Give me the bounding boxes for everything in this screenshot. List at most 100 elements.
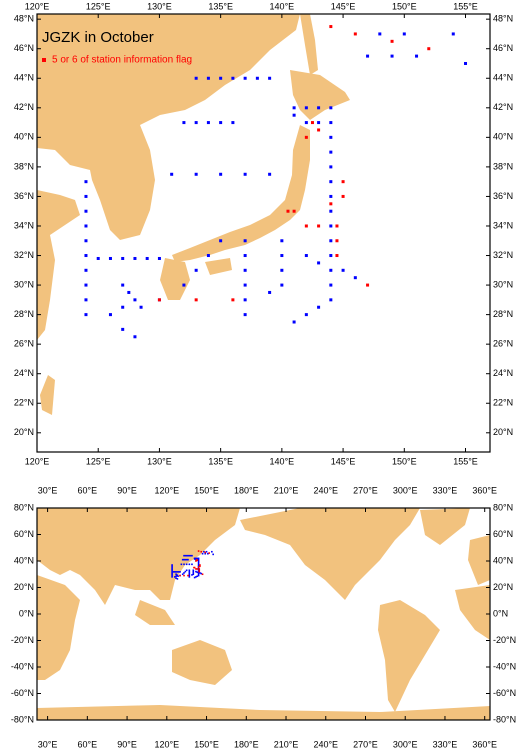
y-tick-label: 60°N [14,529,34,539]
y-tick-label: 34°N [493,220,513,230]
station [292,209,296,213]
x-tick-label: 150°E [392,456,417,466]
x-tick-label: 155°E [453,456,478,466]
station [145,256,149,260]
x-tick-label: 125°E [86,456,111,466]
station [173,571,176,573]
station [304,106,308,110]
y-tick-label: 46°N [14,43,34,53]
station [206,76,210,80]
station [171,564,173,566]
x-tick-label: 120°E [154,485,179,495]
station [121,327,125,331]
station [191,563,193,566]
station [231,121,235,125]
legend-label: 5 or 6 of station information flag [52,55,192,66]
y-tick-label: -40°N [11,661,34,671]
station [188,554,191,557]
station [179,574,181,577]
station [196,568,199,570]
station [415,54,419,58]
y-tick-label: 40°N [493,132,513,142]
station [219,239,223,243]
y-tick-label: 38°N [14,161,34,171]
station [195,557,197,560]
station [197,550,200,552]
y-tick-label: 28°N [493,309,513,319]
station [280,268,284,272]
station [292,106,296,110]
station [366,54,370,58]
station [208,552,210,554]
y-tick-label: 20°N [493,582,513,592]
x-tick-label: 155°E [453,1,478,11]
land-world [37,508,490,720]
x-tick-label: 125°E [86,1,111,11]
y-tick-label: 48°N [14,14,34,24]
station [182,283,186,287]
station [187,554,189,557]
station [127,290,131,294]
station [191,574,193,576]
station [84,254,88,258]
station [195,570,197,573]
y-tick-label: 26°N [14,339,34,349]
x-tick-label: 135°E [208,1,233,11]
station [341,180,345,184]
station [200,550,203,553]
station [188,572,191,574]
y-tick-label: 40°N [14,132,34,142]
station [280,254,284,258]
station [198,568,201,570]
x-tick-label: 140°E [270,456,295,466]
station [194,76,198,80]
station [197,560,200,562]
x-tick-label: 330°E [433,485,458,495]
station [84,313,88,317]
station [188,576,191,578]
station [181,573,184,576]
station [212,553,214,556]
station [195,560,197,562]
station [329,209,333,213]
x-tick-label: 145°E [331,456,356,466]
station [201,573,204,576]
station [193,558,196,560]
station [378,32,382,36]
x-tick-label: 300°E [393,739,418,749]
station [317,106,321,110]
station [179,571,181,573]
station [329,239,333,243]
station [268,76,272,80]
land-top [37,14,350,415]
station [157,298,161,302]
y-tick-label: 42°N [493,102,513,112]
station [199,572,201,574]
station [197,572,200,574]
station [121,305,125,309]
station [206,121,210,125]
station [335,239,339,243]
station [84,268,88,272]
station [304,135,308,139]
station [204,552,207,555]
station [177,571,180,573]
station [197,562,200,565]
station [317,305,321,309]
y-tick-label: 36°N [14,191,34,201]
station [329,202,333,206]
station [243,268,247,272]
station [192,569,195,572]
station [329,224,333,228]
frame-top [36,13,491,453]
station [181,558,184,561]
x-tick-label: 30°E [38,739,58,749]
station [207,552,209,555]
x-tick-label: 180°E [234,739,259,749]
station [184,554,187,557]
station [317,224,321,228]
station [317,261,321,265]
y-tick-label: 32°N [493,250,513,260]
station [193,566,195,569]
